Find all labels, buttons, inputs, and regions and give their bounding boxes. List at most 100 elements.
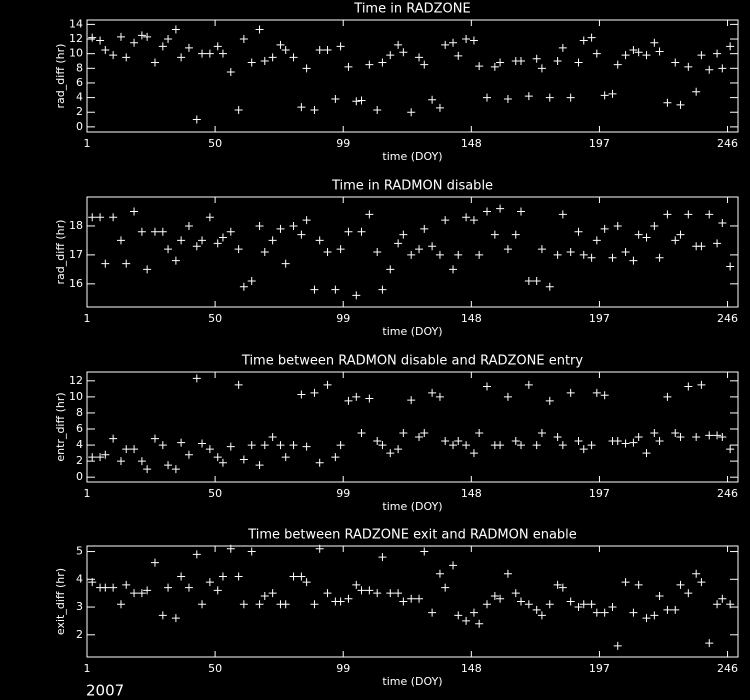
data-point xyxy=(260,591,269,600)
panel: Time between RADMON disable and RADZONE … xyxy=(54,354,739,513)
data-point xyxy=(171,465,180,474)
data-point xyxy=(490,591,499,600)
data-point xyxy=(574,603,583,612)
data-point xyxy=(177,572,186,581)
data-point xyxy=(234,245,243,254)
data-point xyxy=(428,608,437,617)
data-point xyxy=(454,437,463,446)
data-point xyxy=(226,227,235,236)
data-point xyxy=(310,106,319,115)
data-point xyxy=(692,569,701,578)
data-point xyxy=(226,544,235,553)
panel-title: Time between RADMON disable and RADZONE … xyxy=(241,354,583,369)
data-point xyxy=(655,253,664,262)
data-point xyxy=(255,221,264,230)
y-tick-label: 8 xyxy=(76,406,83,419)
data-point xyxy=(407,396,416,405)
data-point xyxy=(171,614,180,623)
data-point xyxy=(705,65,714,74)
data-point xyxy=(399,597,408,606)
data-point xyxy=(143,465,152,474)
data-point xyxy=(386,265,395,274)
data-point xyxy=(697,242,706,251)
data-point xyxy=(705,431,714,440)
data-point xyxy=(650,611,659,620)
data-point xyxy=(109,51,118,60)
data-point xyxy=(441,437,450,446)
data-point xyxy=(239,35,248,44)
data-point xyxy=(475,62,484,71)
data-point xyxy=(428,388,437,397)
data-point xyxy=(726,600,735,609)
data-point xyxy=(574,58,583,67)
data-point xyxy=(483,382,492,391)
data-point xyxy=(718,219,727,228)
data-point xyxy=(608,603,617,612)
data-point xyxy=(109,583,118,592)
data-point xyxy=(684,589,693,598)
y-tick-label: 6 xyxy=(76,422,83,435)
data-point xyxy=(164,35,173,44)
data-point xyxy=(101,46,110,55)
y-tick-label: 17 xyxy=(69,248,83,261)
data-point xyxy=(496,441,505,450)
data-point xyxy=(137,31,146,40)
data-point xyxy=(323,46,332,55)
data-point xyxy=(130,589,139,598)
data-point xyxy=(213,586,222,595)
y-tick-label: 0 xyxy=(76,470,83,483)
x-tick-label: 1 xyxy=(84,662,91,675)
data-point xyxy=(524,276,533,285)
data-point xyxy=(315,544,324,553)
data-point xyxy=(537,64,546,73)
data-point xyxy=(88,33,97,42)
data-point xyxy=(247,441,256,450)
data-point xyxy=(671,236,680,245)
data-point xyxy=(621,248,630,256)
plot-frame xyxy=(86,545,739,658)
data-point xyxy=(579,36,588,45)
y-tick-label: 18 xyxy=(69,219,83,232)
data-point xyxy=(323,589,332,598)
data-point xyxy=(226,442,235,451)
data-point xyxy=(566,597,575,606)
data-point xyxy=(247,547,256,556)
data-point xyxy=(198,600,207,609)
data-point xyxy=(511,230,520,239)
data-point xyxy=(365,210,374,219)
panel-title: Time in RADZONE xyxy=(353,2,470,17)
data-point xyxy=(517,597,525,606)
data-point xyxy=(234,572,243,581)
data-point xyxy=(198,439,207,448)
data-point xyxy=(517,56,525,65)
data-point xyxy=(331,285,340,294)
data-point xyxy=(116,600,125,609)
data-point xyxy=(621,439,630,448)
data-point xyxy=(462,213,471,222)
panel-title: Time between RADZONE exit and RADMON ena… xyxy=(247,528,577,543)
data-point xyxy=(697,380,706,389)
data-point xyxy=(454,51,463,60)
data-point xyxy=(663,605,672,614)
plot-frame xyxy=(86,19,739,133)
y-tick-label: 2 xyxy=(76,105,83,118)
data-point xyxy=(394,445,403,454)
data-point xyxy=(524,92,533,101)
data-point xyxy=(592,49,601,58)
data-point xyxy=(260,56,269,65)
data-point xyxy=(234,106,243,115)
data-point xyxy=(553,580,562,589)
data-point xyxy=(302,64,311,73)
data-point xyxy=(247,276,256,285)
data-point xyxy=(462,35,471,44)
data-point xyxy=(331,95,340,104)
data-point xyxy=(357,227,366,236)
x-axis-label: time (DOY) xyxy=(382,150,442,163)
data-point xyxy=(116,457,125,466)
data-point xyxy=(435,103,444,112)
x-axis-label: time (DOY) xyxy=(382,325,442,338)
data-point xyxy=(428,242,437,251)
data-point xyxy=(726,445,735,454)
